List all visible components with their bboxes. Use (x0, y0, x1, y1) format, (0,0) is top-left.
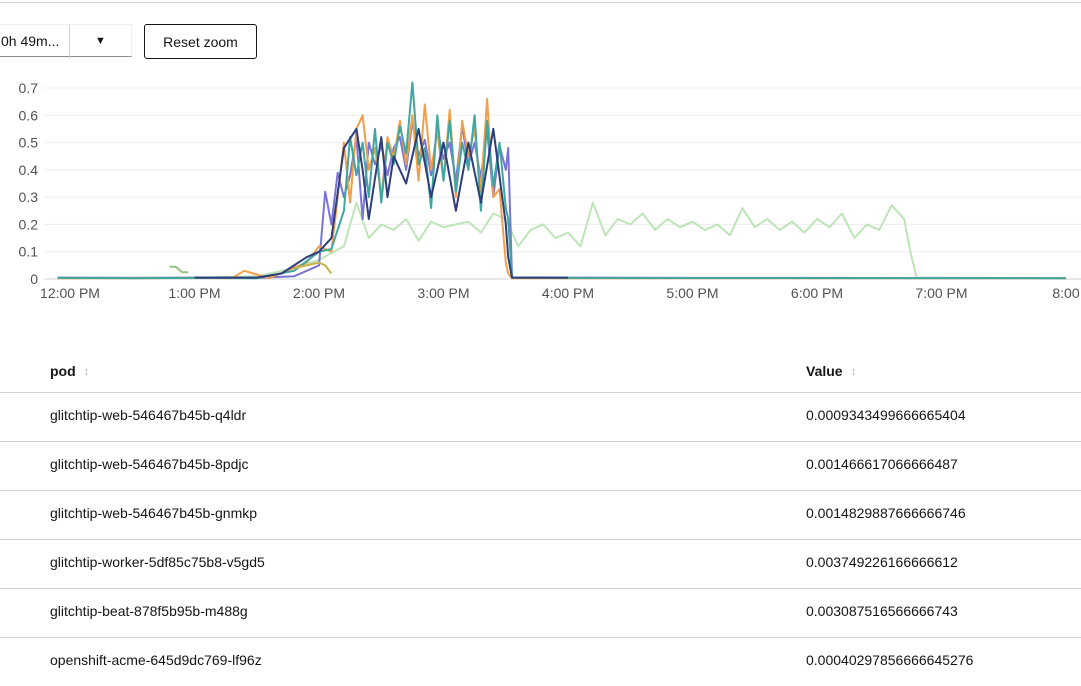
series-line-2[interactable] (57, 97, 1066, 280)
series-line-3[interactable] (57, 81, 1067, 280)
x-tick-label: 2:00 PM (293, 285, 345, 301)
y-tick-label: 0.4 (19, 162, 39, 178)
y-tick-label: 0.7 (19, 80, 39, 96)
pod-cell: glitchtip-worker-5df85c75b8-v5gd5 (50, 554, 265, 570)
pod-cell: glitchtip-web-546467b45b-8pdjc (50, 456, 249, 472)
y-tick-label: 0.5 (19, 135, 39, 151)
top-divider (0, 2, 1081, 3)
chart-grid (44, 87, 1081, 280)
table-row: glitchtip-web-546467b45b-q4ldr 0.0009343… (0, 393, 1081, 442)
y-tick-label: 0.6 (19, 107, 39, 123)
value-cell: 0.0014829887666666746 (806, 505, 966, 521)
column-header-value-label: Value (806, 363, 843, 379)
y-tick-label: 0.3 (19, 189, 39, 205)
y-axis: 0 0.1 0.2 0.3 0.4 0.5 0.6 0.7 (19, 80, 39, 287)
series-line-0[interactable] (57, 201, 1067, 280)
column-header-value[interactable]: Value ↕ (806, 363, 857, 379)
value-cell: 0.001466617066666487 (806, 456, 958, 472)
column-header-pod[interactable]: pod ↕ (50, 363, 90, 379)
x-tick-label: 12:00 PM (40, 285, 100, 301)
select-divider (69, 25, 70, 58)
chevron-down-icon[interactable]: ▼ (95, 34, 106, 47)
x-tick-label: 7:00 PM (915, 285, 967, 301)
sort-icon[interactable]: ↕ (83, 364, 90, 378)
table-row: openshift-acme-645d9dc769-lf96z 0.000402… (0, 638, 1081, 686)
table-header: pod ↕ Value ↕ (0, 345, 1081, 393)
x-tick-label: 3:00 PM (417, 285, 469, 301)
chart-series (57, 81, 1067, 280)
y-tick-label: 0.2 (19, 216, 39, 232)
x-tick-label: 4:00 PM (542, 285, 594, 301)
time-range-select[interactable]: 0h 49m... ▼ (0, 24, 132, 58)
y-tick-label: 0.1 (19, 244, 39, 260)
column-header-pod-label: pod (50, 363, 76, 379)
x-tick-label: 5:00 PM (666, 285, 718, 301)
value-cell: 0.00040297856666645276 (806, 652, 974, 668)
pod-cell: openshift-acme-645d9dc769-lf96z (50, 652, 262, 668)
pod-cell: glitchtip-beat-878f5b95b-m488g (50, 603, 248, 619)
x-tick-label: 1:00 PM (168, 285, 220, 301)
pod-value-table: pod ↕ Value ↕ glitchtip-web-546467b45b-q… (0, 345, 1081, 686)
table-row: glitchtip-web-546467b45b-gnmkp 0.0014829… (0, 491, 1081, 540)
series-line-6[interactable] (169, 265, 189, 274)
table-row: glitchtip-worker-5df85c75b8-v5gd5 0.0037… (0, 540, 1081, 589)
value-cell: 0.003087516566666743 (806, 603, 958, 619)
y-tick-label: 0 (30, 271, 38, 287)
x-tick-label: 6:00 PM (791, 285, 843, 301)
sort-icon[interactable]: ↕ (850, 364, 857, 378)
series-line-1[interactable] (57, 119, 1067, 280)
value-cell: 0.0009343499666665404 (806, 407, 966, 423)
series-line-5[interactable] (293, 261, 333, 275)
x-tick-label: 8:00 (1052, 285, 1079, 301)
reset-zoom-button[interactable]: Reset zoom (144, 24, 257, 59)
value-cell: 0.003749226166666612 (806, 554, 958, 570)
line-chart[interactable]: 0 0.1 0.2 0.3 0.4 0.5 0.6 0.7 12:00 PM 1:00 PM 2:… (0, 70, 1081, 310)
table-row: glitchtip-web-546467b45b-8pdjc 0.0014666… (0, 442, 1081, 491)
series-line-4[interactable] (194, 127, 569, 279)
time-range-value: 0h 49m... (1, 32, 60, 49)
pod-cell: glitchtip-web-546467b45b-gnmkp (50, 505, 258, 521)
pod-cell: glitchtip-web-546467b45b-q4ldr (50, 407, 247, 423)
table-row: glitchtip-beat-878f5b95b-m488g 0.0030875… (0, 589, 1081, 638)
x-axis: 12:00 PM 1:00 PM 2:00 PM 3:00 PM 4:00 PM 5:00… (40, 285, 1080, 301)
